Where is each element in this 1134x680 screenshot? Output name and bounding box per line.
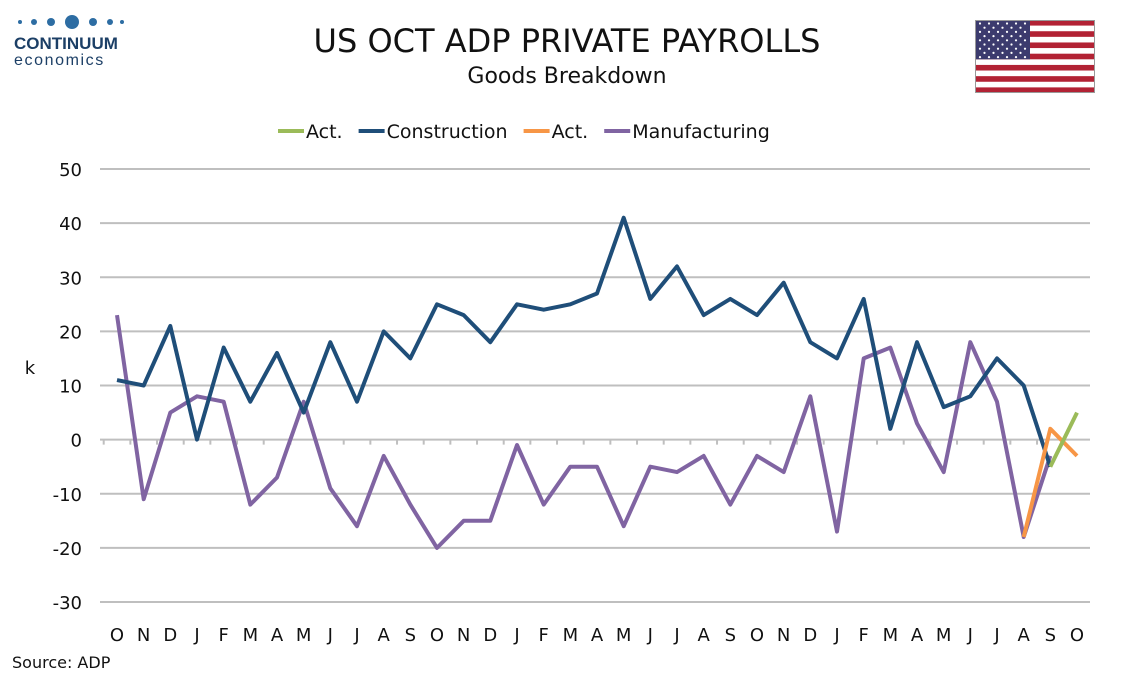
x-tick-label: M <box>883 625 899 646</box>
x-tick-label: O <box>430 625 444 646</box>
y-tick-label: 20 <box>59 322 82 343</box>
x-tick-label: S <box>725 625 736 646</box>
x-tick-label: S <box>405 625 416 646</box>
x-tick-label: N <box>457 625 470 646</box>
logo-sub: economics <box>14 52 105 69</box>
y-tick-label: 30 <box>59 268 82 289</box>
us-flag-icon <box>975 20 1095 93</box>
x-tick-label: M <box>616 625 632 646</box>
x-tick-label: M <box>296 625 312 646</box>
y-axis-label: k <box>25 358 36 379</box>
series-line-construction <box>116 215 1053 468</box>
x-tick-label: F <box>538 625 548 646</box>
legend-label-manufacturing_act: Act. <box>552 121 589 143</box>
y-tick-label: 10 <box>59 377 82 398</box>
x-tick-label: J <box>193 625 199 646</box>
x-tick-label: J <box>967 625 973 646</box>
y-tick-label: -30 <box>53 593 82 614</box>
x-tick-label: J <box>513 625 519 646</box>
series-line-manufacturing_act <box>1021 426 1079 538</box>
x-tick-label: N <box>777 625 790 646</box>
x-tick-label: M <box>563 625 579 646</box>
source-note: Source: ADP <box>12 653 111 672</box>
x-tick-label: A <box>698 625 711 646</box>
x-tick-label: J <box>673 625 679 646</box>
x-tick-label: D <box>803 625 817 646</box>
series-line-construction_act <box>1048 411 1079 468</box>
series-line-manufacturing <box>115 314 1053 550</box>
x-tick-label: A <box>911 625 924 646</box>
legend-label-construction: Construction <box>387 121 508 143</box>
x-tick-label: A <box>591 625 604 646</box>
x-tick-label: J <box>353 625 359 646</box>
x-tick-label: O <box>110 625 124 646</box>
legend-label-manufacturing: Manufacturing <box>632 121 770 143</box>
x-tick-label: N <box>137 625 150 646</box>
y-tick-label: 0 <box>71 431 82 452</box>
x-tick-label: J <box>993 625 999 646</box>
y-tick-label: 40 <box>59 214 82 235</box>
x-tick-label: O <box>750 625 764 646</box>
x-tick-label: O <box>1070 625 1084 646</box>
y-tick-label: -20 <box>53 539 82 560</box>
x-tick-label: D <box>483 625 497 646</box>
x-tick-label: M <box>243 625 259 646</box>
continuum-logo: CONTINUUM economics <box>14 12 134 70</box>
y-tick-label: 50 <box>59 160 82 181</box>
x-tick-label: A <box>1018 625 1031 646</box>
x-tick-label: J <box>647 625 653 646</box>
logo-dots <box>14 12 134 30</box>
x-tick-label: J <box>327 625 333 646</box>
x-tick-label: D <box>163 625 177 646</box>
x-tick-label: J <box>833 625 839 646</box>
x-tick-label: A <box>378 625 391 646</box>
chart-subtitle: Goods Breakdown <box>467 64 667 89</box>
legend-label-construction_act: Act. <box>306 121 343 143</box>
x-tick-label: S <box>1045 625 1056 646</box>
x-tick-label: F <box>858 625 868 646</box>
x-tick-label: M <box>936 625 952 646</box>
y-tick-label: -10 <box>53 485 82 506</box>
x-tick-label: F <box>218 625 228 646</box>
x-tick-label: A <box>271 625 284 646</box>
logo-name: CONTINUUM <box>14 34 118 53</box>
chart-title: US OCT ADP PRIVATE PAYROLLS <box>313 22 821 60</box>
